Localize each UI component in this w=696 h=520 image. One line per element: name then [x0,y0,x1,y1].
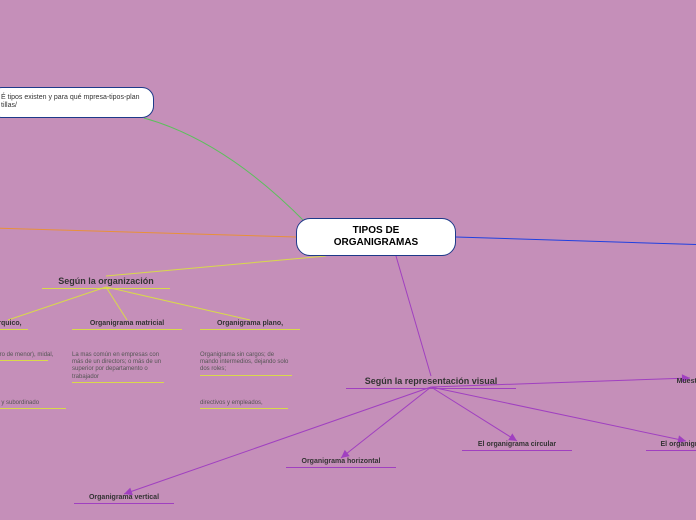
node-desc_jer2: superior y subordinado [0,400,70,407]
node-sub_jerarquico: erquico, [0,320,38,328]
node-topnote: É tipos existen y para qué mpresa-tipos-… [0,87,154,118]
underline-vis_right [646,450,696,451]
underline-desc_plano [200,375,292,376]
underline-sub_plano [200,329,300,330]
node-central: TIPOS DE ORGANIGRAMAS [296,218,456,256]
underline-vis_vertical [74,503,174,504]
underline-vis_circular [462,450,572,451]
underline-vis_horizontal [286,467,396,468]
node-branch_org: Según la organización [42,276,170,287]
node-vis_circular: El organigrama circular [462,441,572,449]
edges-layer [0,0,696,520]
underline-sub_jerarquico [0,329,28,330]
node-vis_vertical: Organigrama vertical [74,494,174,502]
underline-desc_jer2 [0,408,66,409]
node-branch_vis: Según la representación visual [346,376,516,387]
node-desc_jer: trol dentro de menor), midal, [0,352,70,359]
node-vis_muestra: Muestra [670,378,696,386]
node-sub_plano: Organigrama plano, [200,320,300,328]
node-sub_matricial: Organigrama matricial [72,320,182,328]
underline-sub_matricial [72,329,182,330]
node-desc_plano2: directivos y empleados, [200,400,292,407]
underline-desc_plano2 [200,408,288,409]
mindmap-canvas: TIPOS DE ORGANIGRAMAS É tipos existen y p… [0,0,696,520]
node-vis_right: El organigrama [646,441,696,449]
node-vis_horizontal: Organigrama horizontal [286,458,396,466]
underline-branch_org [42,288,170,289]
underline-desc_mat [72,382,164,383]
underline-desc_jer [0,360,48,361]
node-desc_plano: Organigrama sin cargos; de mando interme… [200,352,292,374]
underline-branch_vis [346,388,516,389]
node-desc_mat: La mas común en empresas con más de un d… [72,352,164,381]
